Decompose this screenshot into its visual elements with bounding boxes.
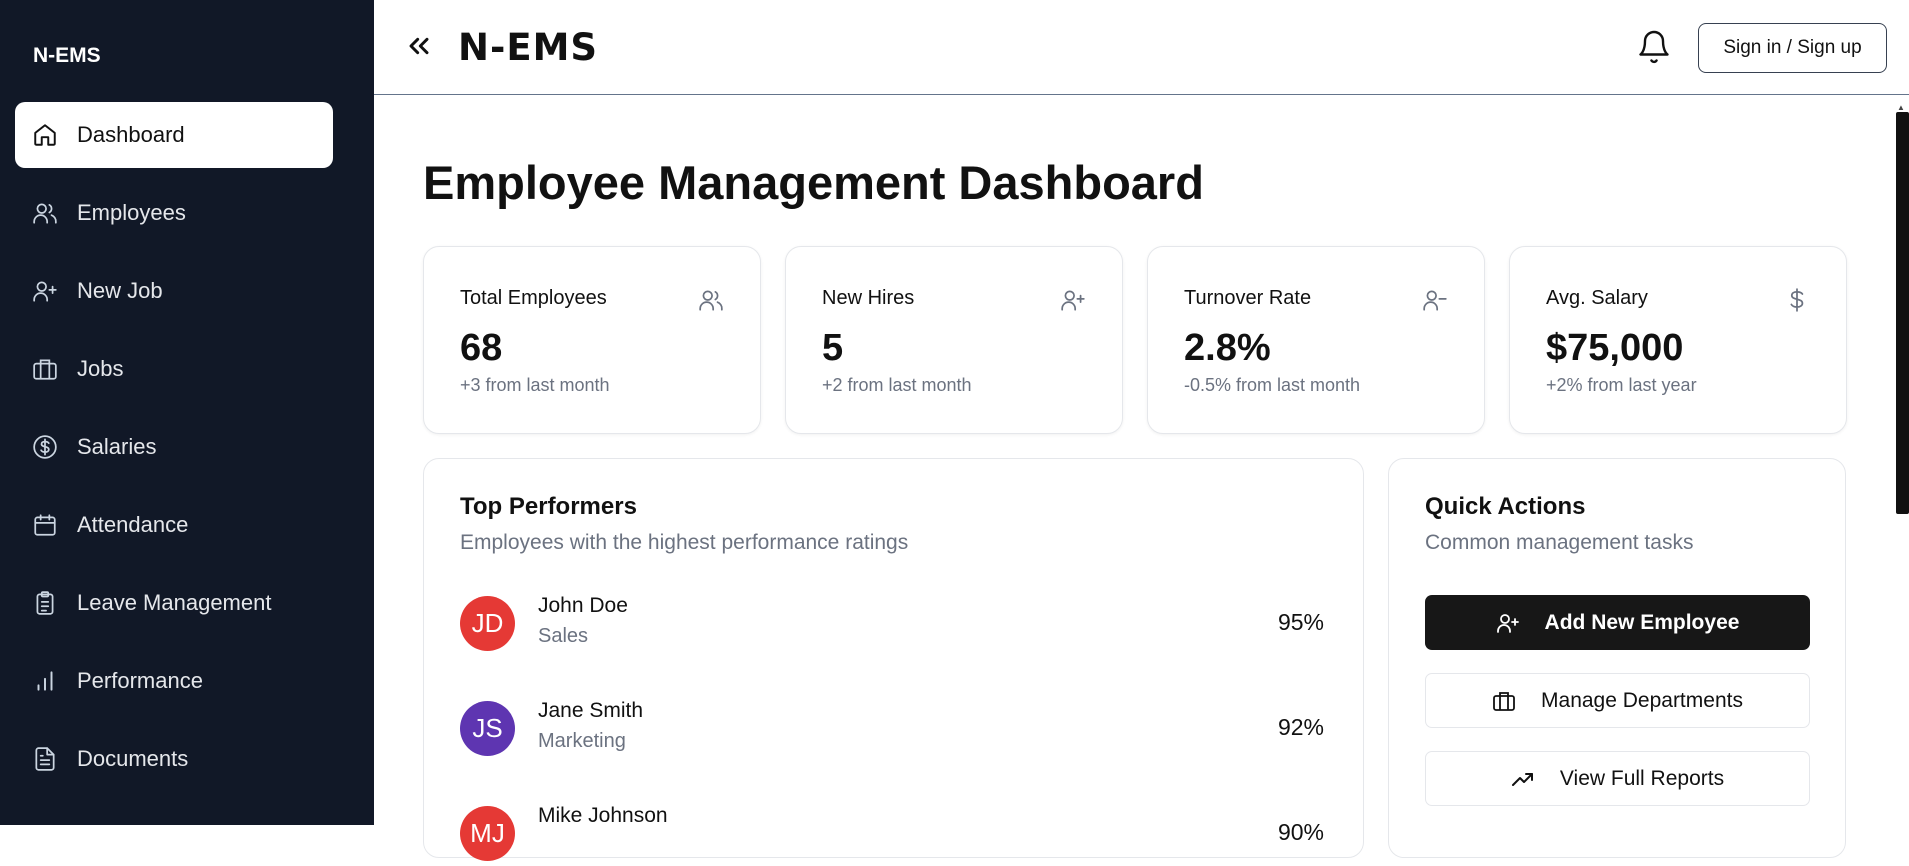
- list-item[interactable]: JS Jane Smith Marketing 92%: [460, 699, 1324, 761]
- button-label: Add New Employee: [1544, 610, 1740, 634]
- stat-card-avg-salary: Avg. Salary $75,000 +2% from last year: [1509, 246, 1847, 434]
- panel-title: Top Performers: [460, 493, 637, 520]
- view-full-reports-button[interactable]: View Full Reports: [1425, 751, 1810, 806]
- dollar-icon: [1790, 288, 1804, 312]
- performer-name: John Doe: [538, 594, 628, 617]
- avatar: JS: [460, 701, 515, 756]
- scrollbar-thumb[interactable]: [1896, 112, 1909, 514]
- stat-value: 68: [460, 327, 503, 369]
- sidebar: N-EMS Dashboard Employees New Job Jobs S…: [0, 0, 374, 825]
- dollar-circle-icon: [32, 434, 58, 460]
- users-icon: [699, 290, 723, 311]
- panel-subtitle: Employees with the highest performance r…: [460, 531, 909, 554]
- stat-label: Turnover Rate: [1184, 287, 1312, 309]
- performer-score: 95%: [1277, 609, 1324, 635]
- sidebar-item-performance[interactable]: Performance: [15, 648, 333, 714]
- sidebar-nav: Dashboard Employees New Job Jobs Salarie…: [15, 102, 333, 804]
- user-plus-icon: [32, 278, 58, 304]
- stat-change: -0.5% from last month: [1184, 375, 1361, 395]
- stat-card-turnover-rate: Turnover Rate 2.8% -0.5% from last month: [1147, 246, 1485, 434]
- stat-card-total-employees: Total Employees 68 +3 from last month: [423, 246, 761, 434]
- list-item[interactable]: JD John Doe Sales 95%: [460, 594, 1324, 656]
- button-label: Manage Departments: [1541, 688, 1743, 712]
- add-new-employee-button[interactable]: Add New Employee: [1425, 595, 1810, 650]
- performer-department: Sales: [538, 625, 589, 647]
- panel-subtitle: Common management tasks: [1425, 531, 1694, 554]
- stat-value: $75,000: [1546, 327, 1684, 369]
- top-performers-panel: Top Performers Employees with the highes…: [423, 458, 1364, 861]
- trending-up-icon: [1511, 767, 1535, 791]
- stat-change: +3 from last month: [460, 375, 610, 395]
- stat-change: +2 from last month: [822, 375, 972, 395]
- sidebar-item-label: New Job: [77, 278, 163, 303]
- users-icon: [32, 200, 58, 226]
- stat-value: 5: [822, 327, 844, 369]
- stat-change: +2% from last year: [1546, 375, 1697, 395]
- list-item[interactable]: MJ Mike Johnson 90%: [460, 804, 1324, 866]
- button-label: View Full Reports: [1559, 766, 1725, 790]
- performer-score: 90%: [1277, 819, 1324, 845]
- sidebar-item-salaries[interactable]: Salaries: [15, 414, 333, 480]
- performer-score: 92%: [1277, 714, 1324, 740]
- app-logo: N-EMS: [458, 26, 599, 69]
- sidebar-item-label: Employees: [77, 200, 186, 225]
- sidebar-item-leave-management[interactable]: Leave Management: [15, 570, 333, 636]
- chevrons-left-icon: [409, 37, 429, 55]
- user-plus-icon: [1496, 611, 1520, 635]
- sign-in-button[interactable]: Sign in / Sign up: [1698, 23, 1887, 73]
- stat-label: New Hires: [822, 287, 915, 309]
- stat-value: 2.8%: [1184, 327, 1271, 369]
- stat-label: Total Employees: [460, 287, 607, 309]
- sidebar-item-dashboard[interactable]: Dashboard: [15, 102, 333, 168]
- user-plus-icon: [1061, 290, 1085, 311]
- performer-name: Mike Johnson: [538, 804, 668, 827]
- user-minus-icon: [1423, 290, 1447, 311]
- briefcase-icon: [32, 356, 58, 382]
- calendar-icon: [32, 512, 58, 538]
- sidebar-item-label: Performance: [77, 668, 203, 693]
- performer-name: Jane Smith: [538, 699, 644, 722]
- clipboard-icon: [32, 590, 58, 616]
- file-text-icon: [32, 746, 58, 772]
- sidebar-item-attendance[interactable]: Attendance: [15, 492, 333, 558]
- sidebar-item-jobs[interactable]: Jobs: [15, 336, 333, 402]
- home-icon: [32, 122, 58, 148]
- sidebar-item-documents[interactable]: Documents: [15, 726, 333, 792]
- briefcase-icon: [1492, 689, 1516, 713]
- avatar: JD: [460, 596, 515, 651]
- collapse-sidebar-button[interactable]: [403, 30, 435, 62]
- quick-actions-panel: Quick Actions Common management tasks Ad…: [1388, 458, 1846, 858]
- sidebar-item-label: Salaries: [77, 434, 157, 459]
- bell-icon: [1639, 30, 1669, 64]
- page-title: Employee Management Dashboard: [423, 156, 1204, 209]
- sidebar-item-label: Attendance: [77, 512, 189, 537]
- avatar: MJ: [460, 806, 515, 861]
- sidebar-item-new-job[interactable]: New Job: [15, 258, 333, 324]
- sidebar-brand: N-EMS: [33, 44, 101, 67]
- stat-card-new-hires: New Hires 5 +2 from last month: [785, 246, 1123, 434]
- notifications-button[interactable]: [1636, 28, 1672, 66]
- top-bar: N-EMS Sign in / Sign up: [374, 0, 1909, 95]
- panel-title: Quick Actions: [1425, 493, 1586, 520]
- sidebar-item-employees[interactable]: Employees: [15, 180, 333, 246]
- performer-department: Marketing: [538, 730, 626, 752]
- sidebar-item-label: Dashboard: [77, 122, 185, 147]
- scroll-up-arrow[interactable]: ▲: [1897, 103, 1905, 112]
- sidebar-item-label: Documents: [77, 746, 189, 771]
- bar-chart-icon: [32, 668, 58, 694]
- manage-departments-button[interactable]: Manage Departments: [1425, 673, 1810, 728]
- sidebar-item-label: Leave Management: [77, 590, 272, 615]
- stat-label: Avg. Salary: [1546, 287, 1648, 309]
- sidebar-item-label: Jobs: [77, 356, 124, 381]
